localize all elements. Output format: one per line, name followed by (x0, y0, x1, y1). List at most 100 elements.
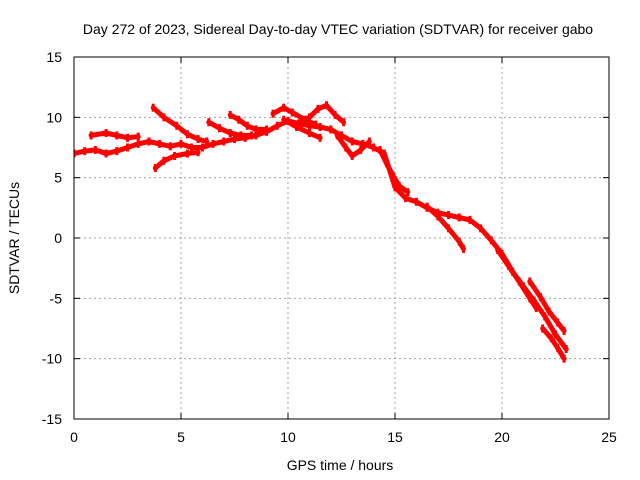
data-point (237, 115, 241, 124)
data-point (393, 183, 397, 192)
data-point (489, 236, 493, 245)
x-axis-label: GPS time / hours (287, 457, 394, 473)
data-point (406, 188, 410, 197)
y-axis-label: SDTVAR / TECUs (6, 182, 22, 294)
data-point (275, 121, 279, 130)
data-point (350, 137, 354, 146)
data-point (74, 149, 76, 158)
data-point (239, 131, 243, 140)
data-point (461, 244, 465, 253)
data-point (436, 212, 440, 221)
data-point (344, 143, 348, 152)
data-point (185, 130, 189, 139)
axis-ticks: 0 5 10 15 20 25 -15 -10 -5 0 5 10 15 (42, 49, 617, 445)
data-point (556, 318, 560, 327)
data-point (126, 133, 129, 142)
data-point (254, 125, 258, 134)
data-point (528, 294, 532, 303)
data-point (254, 131, 258, 140)
y-tick-label: -10 (42, 351, 62, 367)
x-tick-label: 5 (177, 429, 185, 445)
y-tick-label: 0 (54, 230, 62, 246)
data-point (414, 197, 418, 206)
chart-title: Day 272 of 2023, Sidereal Day-to-day VTE… (83, 21, 593, 37)
data-point (554, 330, 557, 339)
data-point (173, 151, 177, 160)
data-point (190, 143, 194, 152)
data-point (496, 246, 500, 255)
data-point (299, 116, 303, 125)
data-point (447, 224, 450, 233)
data-point (316, 104, 320, 113)
data-point (265, 125, 269, 134)
x-tick-label: 0 (70, 429, 78, 445)
data-point (211, 139, 215, 148)
data-point (196, 135, 200, 144)
data-point (307, 129, 311, 138)
data-point (318, 122, 322, 131)
data-point (147, 137, 151, 146)
data-point (391, 171, 395, 180)
y-tick-label: 15 (46, 49, 62, 65)
data-point (282, 103, 286, 112)
data-point (425, 202, 429, 211)
data-point (162, 156, 166, 165)
y-tick-label: 10 (46, 109, 62, 125)
data-point (333, 110, 337, 119)
series-group (74, 101, 569, 363)
data-point (404, 194, 408, 203)
data-point (205, 137, 209, 146)
data-point (335, 131, 339, 140)
data-point (562, 326, 566, 335)
data-point (350, 151, 354, 160)
data-point (367, 137, 371, 146)
data-point (228, 129, 232, 138)
data-point (479, 224, 483, 233)
data-point (325, 101, 329, 110)
data-point (447, 211, 450, 220)
data-point (372, 143, 376, 152)
data-point (250, 131, 254, 140)
data-point (271, 109, 275, 118)
data-point (468, 215, 472, 224)
data-point (547, 307, 551, 316)
data-point (175, 121, 179, 130)
data-point (342, 118, 346, 127)
data-point (126, 143, 129, 152)
data-point (564, 345, 568, 354)
data-point (151, 103, 155, 112)
data-point (83, 147, 87, 156)
data-point (457, 213, 461, 222)
data-point (115, 147, 119, 156)
data-point (397, 182, 401, 191)
data-point (384, 159, 388, 168)
data-series (74, 101, 569, 363)
data-point (115, 131, 119, 140)
data-point (136, 132, 140, 141)
data-point (307, 121, 311, 130)
y-tick-label: 5 (54, 170, 62, 186)
data-point (153, 164, 157, 173)
data-point (207, 118, 211, 127)
data-point (168, 142, 172, 151)
data-point (314, 120, 318, 129)
data-point (295, 122, 299, 131)
data-point (329, 125, 333, 134)
data-point (361, 139, 365, 148)
y-tick-label: -15 (42, 411, 62, 427)
y-tick-label: -5 (50, 290, 63, 306)
x-tick-label: 10 (280, 429, 296, 445)
data-point (200, 143, 204, 152)
data-point (549, 334, 553, 343)
series-line-night-branch-c (540, 326, 567, 362)
data-point (539, 293, 543, 302)
series-line-noon-arc-c (281, 117, 323, 141)
data-point (245, 121, 249, 130)
data-point (158, 139, 162, 148)
data-point (218, 124, 222, 133)
data-point (457, 237, 461, 246)
data-point (104, 129, 108, 138)
data-point (541, 324, 545, 333)
